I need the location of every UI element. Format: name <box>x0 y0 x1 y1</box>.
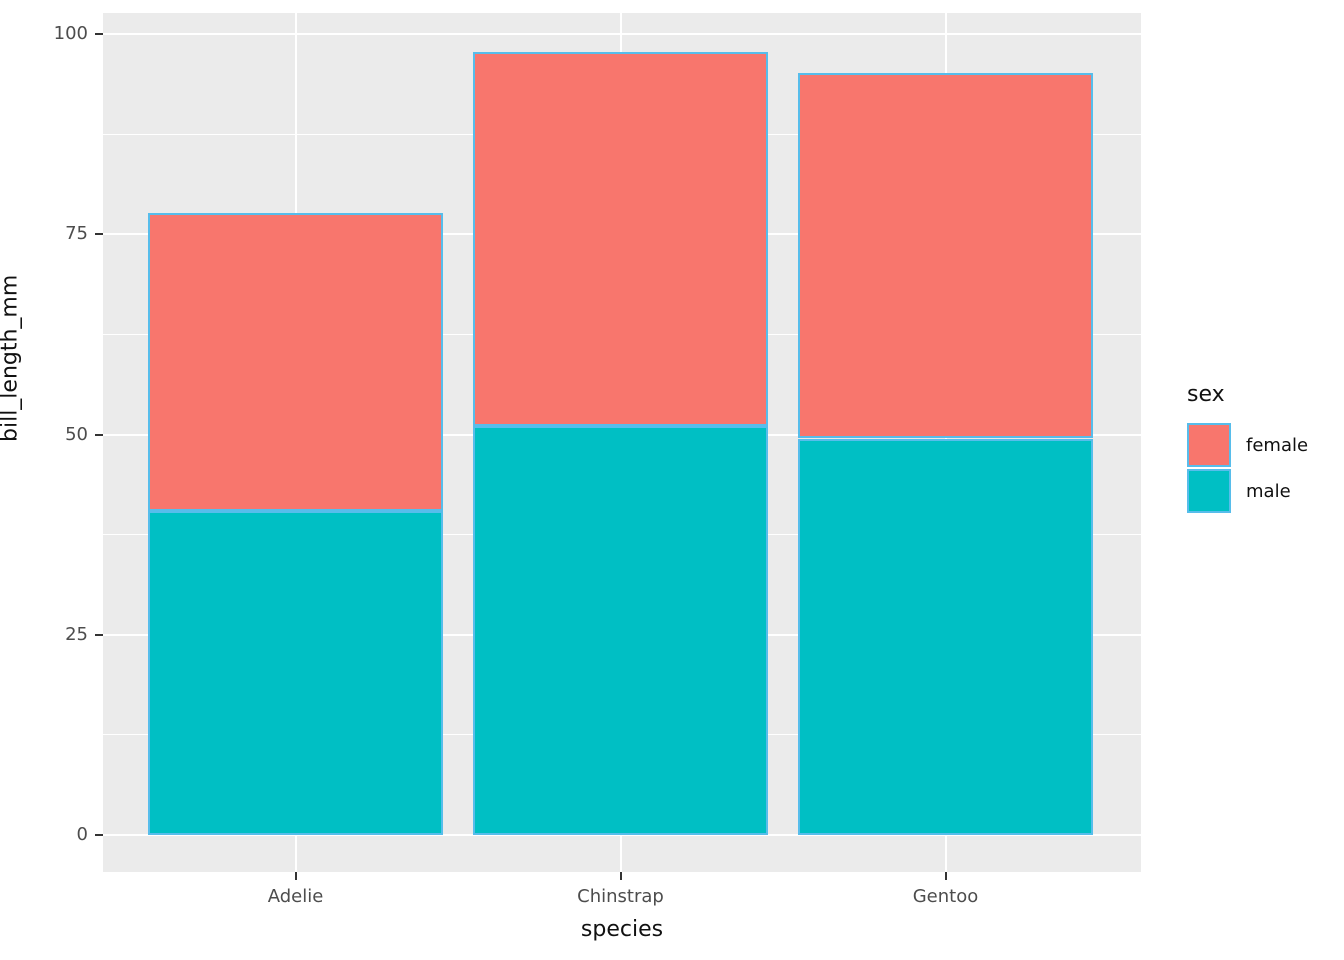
bar-segment-male-adelie <box>148 511 443 835</box>
x-axis-tick-label-adelie: Adelie <box>267 886 324 907</box>
x-axis-tick-mark <box>944 872 947 880</box>
y-axis-tick-mark <box>95 433 103 436</box>
y-axis-tick-mark <box>95 633 103 636</box>
x-axis-tick-mark <box>619 872 622 880</box>
y-axis-tick-label: 75 <box>65 223 88 245</box>
x-axis-tick-label-chinstrap: Chinstrap <box>577 886 664 907</box>
bar-segment-female-gentoo <box>798 73 1093 439</box>
y-axis-title: bill_length_mm <box>0 274 23 442</box>
gridline-horizontal-major <box>103 33 1141 35</box>
legend-label-male: male <box>1246 480 1291 502</box>
x-axis-tick-label-gentoo: Gentoo <box>912 886 979 907</box>
y-axis-tick-mark <box>95 233 103 236</box>
y-axis-tick-label: 25 <box>65 623 88 645</box>
bar-segment-male-gentoo <box>798 438 1093 835</box>
y-axis-tick-mark <box>95 33 103 35</box>
gridline-horizontal-major <box>103 834 1141 836</box>
y-axis-tick-label: 0 <box>76 824 88 845</box>
x-axis-title: species <box>580 917 664 942</box>
bar-segment-female-adelie <box>148 212 443 512</box>
x-axis-tick-mark <box>294 872 297 880</box>
bar-segment-female-chinstrap <box>473 52 768 426</box>
bar-segment-male-chinstrap <box>473 425 768 835</box>
legend: sex female male <box>1187 382 1337 515</box>
legend-label-female: female <box>1246 434 1309 456</box>
legend-swatch-female <box>1187 423 1231 467</box>
y-axis-tick-label: 100 <box>53 23 88 44</box>
legend-item-male: male <box>1187 469 1337 513</box>
legend-entries: female male <box>1187 423 1337 513</box>
y-axis-tick-mark <box>95 834 103 836</box>
y-axis-tick-label: 50 <box>65 423 88 445</box>
legend-item-female: female <box>1187 423 1337 467</box>
plot-panel <box>103 13 1141 872</box>
legend-swatch-male <box>1187 469 1231 513</box>
legend-title: sex <box>1187 382 1225 407</box>
